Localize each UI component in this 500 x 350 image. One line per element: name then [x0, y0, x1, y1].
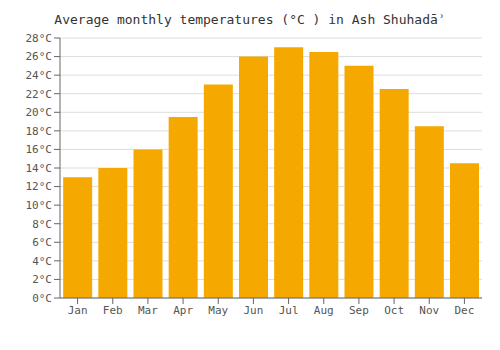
svg-text:14°C: 14°C — [26, 162, 53, 175]
svg-text:Nov: Nov — [419, 304, 439, 317]
svg-text:Oct: Oct — [384, 304, 404, 317]
svg-text:May: May — [208, 304, 228, 317]
svg-text:Jun: Jun — [243, 304, 263, 317]
svg-text:18°C: 18°C — [26, 125, 53, 138]
svg-text:Jul: Jul — [279, 304, 299, 317]
svg-text:28°C: 28°C — [26, 33, 53, 45]
svg-text:Apr: Apr — [173, 304, 193, 317]
svg-text:16°C: 16°C — [26, 143, 53, 156]
svg-text:Mar: Mar — [138, 304, 158, 317]
svg-text:26°C: 26°C — [26, 50, 53, 63]
svg-text:22°C: 22°C — [26, 88, 53, 101]
svg-text:0°C: 0°C — [32, 292, 52, 305]
svg-text:Dec: Dec — [454, 304, 474, 317]
svg-text:Aug: Aug — [314, 304, 334, 317]
svg-text:Feb: Feb — [103, 304, 123, 317]
svg-text:20°C: 20°C — [26, 106, 53, 119]
svg-text:24°C: 24°C — [26, 69, 53, 82]
svg-text:8°C: 8°C — [32, 218, 52, 231]
svg-text:Jan: Jan — [68, 304, 88, 317]
svg-text:Sep: Sep — [349, 304, 369, 317]
svg-text:12°C: 12°C — [26, 180, 53, 193]
svg-text:10°C: 10°C — [26, 199, 53, 212]
svg-text:4°C: 4°C — [32, 255, 52, 268]
svg-text:2°C: 2°C — [32, 273, 52, 286]
html-text:Average monthly temperatures (: Average monthly temperatures (°C ) in As… — [54, 12, 446, 27]
svg-text:6°C: 6°C — [32, 236, 52, 249]
